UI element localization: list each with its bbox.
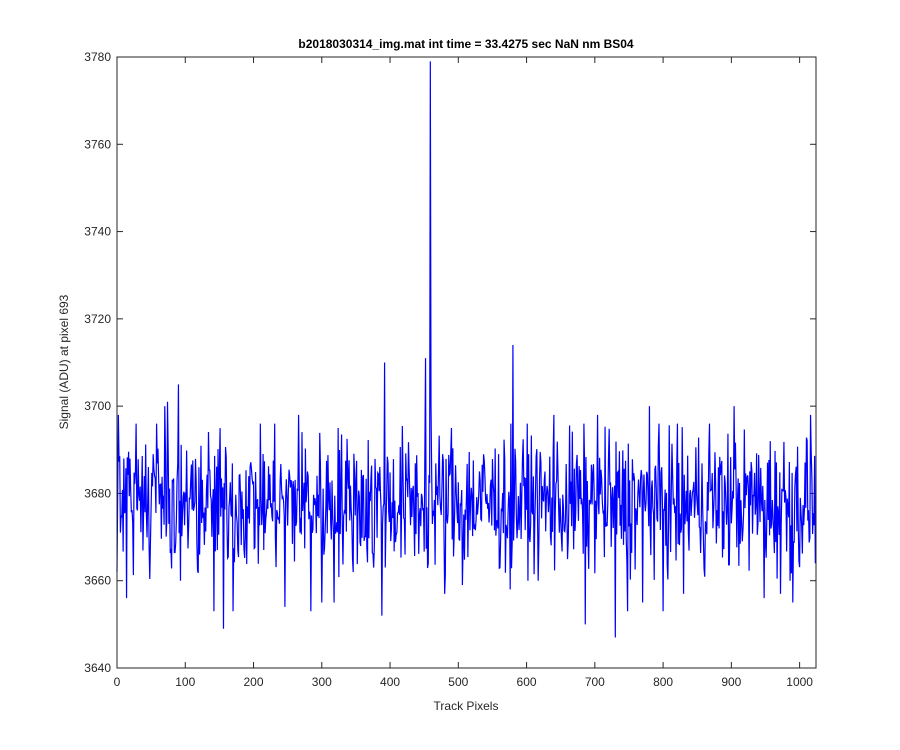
y-tick-label-3: 3700 (84, 399, 111, 413)
x-tick-label-9: 900 (721, 675, 741, 689)
x-tick-label-5: 500 (448, 675, 468, 689)
x-axis-label: Track Pixels (434, 699, 499, 713)
y-tick-label-0: 3640 (84, 661, 111, 675)
y-axis-label: Signal (ADU) at pixel 693 (57, 294, 71, 429)
x-tick-label-2: 200 (244, 675, 264, 689)
y-tick-label-1: 3660 (84, 574, 111, 588)
y-tick-label-6: 3760 (84, 137, 111, 151)
x-tick-label-4: 400 (380, 675, 400, 689)
x-tick-label-3: 300 (312, 675, 332, 689)
y-tick-label-2: 3680 (84, 486, 111, 500)
x-tick-label-1: 100 (175, 675, 195, 689)
plot-area-background (117, 57, 816, 668)
x-tick-label-8: 800 (653, 675, 673, 689)
series-layer (116, 61, 816, 638)
x-tick-label-0: 0 (114, 675, 121, 689)
chart-title: b2018030314_img.mat int time = 33.4275 s… (298, 37, 634, 51)
series-line-0 (116, 61, 816, 638)
plot-area-frame (116, 56, 817, 669)
axis-ticks: 0 100 200 300 400 500 600 700 800 900 1000 3640 3660… (84, 50, 816, 689)
y-tick-label-5: 3740 (84, 225, 111, 239)
x-tick-label-6: 600 (517, 675, 537, 689)
x-tick-label-7: 700 (585, 675, 605, 689)
x-tick-label-10: 1000 (786, 675, 813, 689)
y-tick-label-7: 3780 (84, 50, 111, 64)
y-tick-label-4: 3720 (84, 312, 111, 326)
